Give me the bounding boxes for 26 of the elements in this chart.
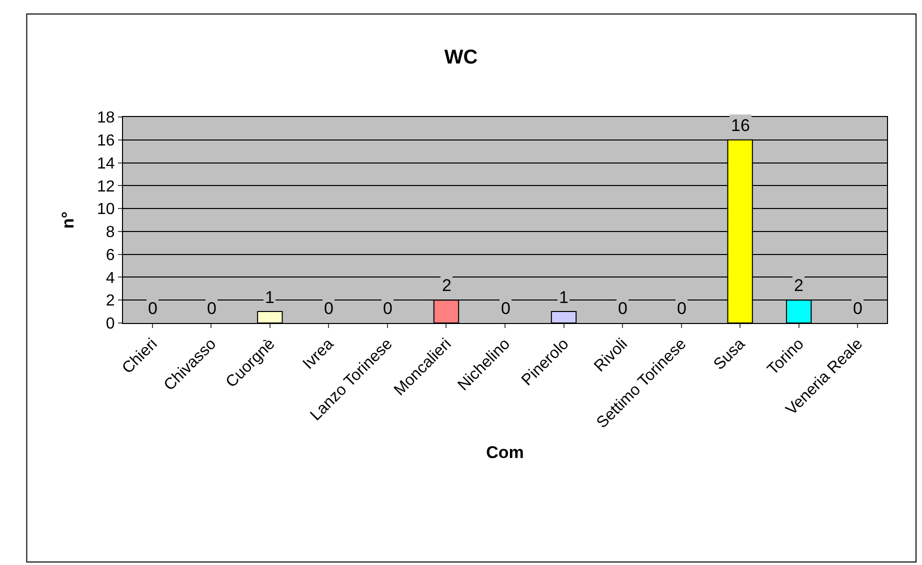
x-axis-title: Com (486, 443, 524, 462)
data-label: 0 (501, 299, 510, 318)
chart-title: WC (444, 46, 478, 68)
y-tick-label: 8 (106, 224, 115, 242)
data-label: 1 (265, 288, 274, 307)
data-label: 2 (442, 276, 452, 295)
y-tick-label: 14 (97, 155, 115, 172)
y-axis-title: n° (58, 211, 78, 229)
data-label: 16 (731, 116, 750, 135)
y-tick-label: 12 (97, 178, 115, 196)
y-tick-label: 2 (106, 292, 115, 310)
data-label: 0 (148, 299, 158, 318)
data-label: 0 (677, 299, 686, 318)
y-tick-label: 4 (106, 270, 115, 287)
data-label: 0 (324, 299, 334, 318)
data-label: 0 (618, 299, 628, 318)
data-label: 2 (794, 276, 804, 295)
y-tick-label: 6 (106, 246, 115, 264)
data-label: 0 (383, 299, 392, 318)
data-label: 0 (207, 299, 216, 318)
y-tick-label: 18 (97, 110, 115, 127)
y-tick-label: 10 (97, 201, 115, 218)
y-tick-label: 16 (97, 132, 115, 150)
data-label: 0 (853, 299, 862, 318)
data-label: 1 (559, 288, 568, 307)
y-tick-label: 0 (106, 316, 115, 333)
